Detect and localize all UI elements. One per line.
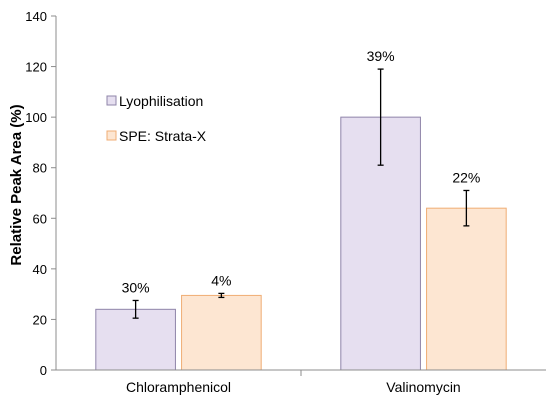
legend-swatch-spe [106, 130, 117, 141]
y-axis-label: Relative Peak Area (%) [8, 104, 25, 265]
legend-label-lyophilisation: Lyophilisation [119, 93, 203, 109]
error-bars [132, 68, 470, 319]
y-tick-label: 20 [33, 312, 47, 327]
data-label: 39% [367, 48, 395, 64]
y-tick-label: 80 [33, 161, 47, 176]
legend-label-spe: SPE: Strata-X [119, 128, 207, 144]
y-axis-ticks: 0 20 40 60 80 100 120 140 [25, 9, 56, 378]
y-tick-label: 140 [25, 9, 47, 24]
category-label: Chloramphenicol [126, 379, 231, 395]
category-label: Valinomycin [386, 379, 460, 395]
data-label: 4% [211, 272, 231, 288]
bar [181, 294, 262, 371]
data-label: 30% [122, 279, 150, 295]
y-tick-label: 100 [25, 110, 47, 125]
legend: Lyophilisation SPE: Strata-X [106, 93, 207, 144]
category-labels: Chloramphenicol Valinomycin [126, 370, 461, 395]
bars [95, 116, 507, 371]
bar [426, 207, 507, 371]
y-tick-label: 40 [33, 262, 47, 277]
bar [95, 308, 176, 371]
y-tick-label: 60 [33, 211, 47, 226]
y-tick-label: 120 [25, 60, 47, 75]
data-label: 22% [452, 169, 480, 185]
y-tick-label: 0 [40, 363, 47, 378]
data-labels: 30% 4% 39% 22% [122, 48, 481, 295]
legend-swatch-lyophilisation [106, 95, 117, 106]
